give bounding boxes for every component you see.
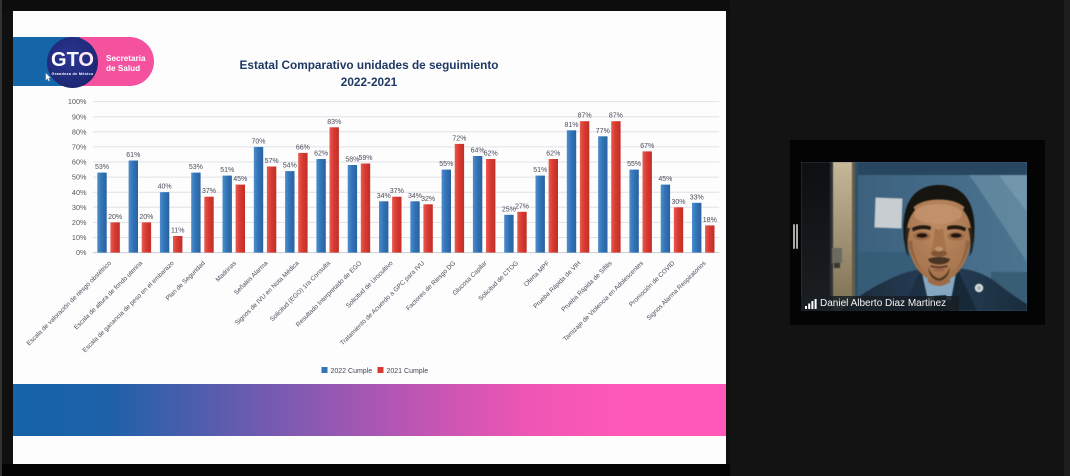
svg-text:45%: 45% xyxy=(233,176,247,183)
svg-text:20%: 20% xyxy=(72,218,87,227)
svg-text:70%: 70% xyxy=(251,138,265,145)
svg-text:62%: 62% xyxy=(314,151,328,158)
svg-text:64%: 64% xyxy=(471,148,485,155)
svg-text:0%: 0% xyxy=(76,248,87,257)
svg-text:51%: 51% xyxy=(533,167,547,174)
svg-text:11%: 11% xyxy=(171,228,185,235)
svg-text:61%: 61% xyxy=(126,152,140,159)
svg-text:87%: 87% xyxy=(578,113,592,120)
svg-text:34%: 34% xyxy=(377,193,391,200)
svg-text:Resultado Interpretado de EGO: Resultado Interpretado de EGO xyxy=(295,260,364,329)
svg-text:20%: 20% xyxy=(139,214,153,221)
svg-text:37%: 37% xyxy=(390,188,404,195)
svg-text:45%: 45% xyxy=(658,176,672,183)
svg-text:30%: 30% xyxy=(671,199,685,206)
svg-text:90%: 90% xyxy=(72,112,87,121)
svg-text:62%: 62% xyxy=(484,151,498,158)
svg-text:40%: 40% xyxy=(72,188,87,197)
svg-text:34%: 34% xyxy=(408,193,422,200)
svg-text:100%: 100% xyxy=(68,97,87,106)
svg-text:33%: 33% xyxy=(690,194,704,201)
svg-text:80%: 80% xyxy=(72,127,87,136)
svg-text:55%: 55% xyxy=(439,161,453,168)
svg-text:18%: 18% xyxy=(703,217,717,224)
svg-text:57%: 57% xyxy=(265,158,279,165)
svg-text:27%: 27% xyxy=(515,203,529,210)
svg-text:58%: 58% xyxy=(345,157,359,164)
svg-text:53%: 53% xyxy=(95,164,109,171)
svg-text:50%: 50% xyxy=(72,173,87,182)
svg-text:25%: 25% xyxy=(502,206,516,213)
svg-text:Escala de altura de fondo uter: Escala de altura de fondo uterina xyxy=(73,260,145,332)
svg-text:37%: 37% xyxy=(202,188,216,195)
svg-text:54%: 54% xyxy=(283,163,297,170)
svg-text:81%: 81% xyxy=(564,122,578,129)
svg-text:2022 Cumple: 2022 Cumple xyxy=(331,368,373,375)
svg-text:72%: 72% xyxy=(452,135,466,142)
svg-text:62%: 62% xyxy=(546,151,560,158)
svg-text:51%: 51% xyxy=(220,167,234,174)
svg-text:10%: 10% xyxy=(72,233,87,242)
svg-text:59%: 59% xyxy=(358,155,372,162)
svg-text:2021 Cumple: 2021 Cumple xyxy=(387,368,429,375)
svg-text:83%: 83% xyxy=(327,119,341,126)
svg-text:Madrinas: Madrinas xyxy=(215,260,239,284)
svg-text:Signos de IVU en Nota Médica: Signos de IVU en Nota Médica xyxy=(234,260,301,327)
svg-text:77%: 77% xyxy=(596,128,610,135)
svg-text:Signos Alarma Respiratorios: Signos Alarma Respiratorios xyxy=(646,260,708,322)
svg-text:40%: 40% xyxy=(158,184,172,191)
svg-text:60%: 60% xyxy=(72,158,87,167)
svg-text:53%: 53% xyxy=(189,164,203,171)
svg-text:Oferta MPF: Oferta MPF xyxy=(523,260,551,288)
svg-text:70%: 70% xyxy=(72,143,87,152)
svg-text:20%: 20% xyxy=(108,214,122,221)
svg-text:30%: 30% xyxy=(72,203,87,212)
svg-text:Solicitud (EGO) 1ra Consulta: Solicitud (EGO) 1ra Consulta xyxy=(269,260,333,324)
svg-text:32%: 32% xyxy=(421,196,435,203)
svg-text:66%: 66% xyxy=(296,144,310,151)
svg-text:55%: 55% xyxy=(627,161,641,168)
svg-text:67%: 67% xyxy=(640,143,654,150)
svg-text:87%: 87% xyxy=(609,113,623,120)
